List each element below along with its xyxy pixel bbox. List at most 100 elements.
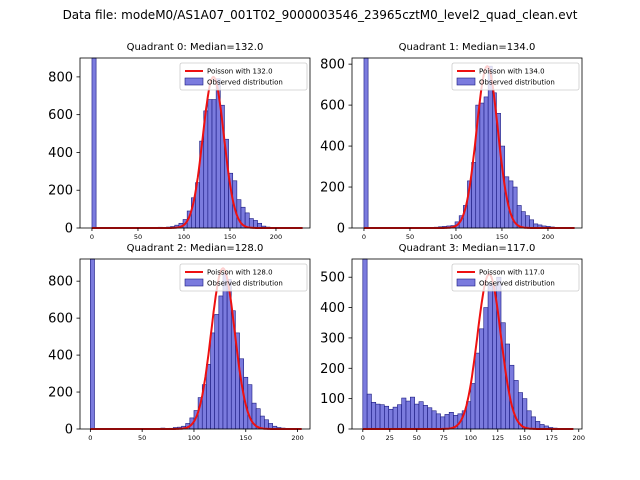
y-tick-label: 100: [320, 392, 345, 407]
legend-label-poisson: Poisson with 128.0: [207, 269, 273, 277]
y-tick-label: 0: [337, 222, 345, 237]
x-tick-label: 100: [188, 434, 200, 442]
histogram-bar: [214, 314, 220, 430]
histogram-bar: [397, 404, 402, 430]
histogram-bar: [418, 401, 424, 430]
x-tick-label: 0: [90, 233, 94, 241]
histogram-bar: [259, 415, 265, 430]
subplot-quadrant-1: Quadrant 1: Median=134.0 0 50 100 150 200 0 200…: [320, 42, 583, 241]
histogram-bar: [363, 57, 369, 229]
histogram-bar: [479, 328, 485, 430]
histogram-bar: [487, 282, 493, 430]
legend: Poisson with 134.0 Observed distribution: [451, 62, 580, 91]
x-tick-label: 50: [413, 434, 421, 442]
axes-frame: [351, 57, 583, 229]
x-tick-label: 150: [519, 434, 531, 442]
histogram-bar: [414, 403, 420, 430]
histogram-bar: [375, 403, 381, 430]
axes-frame: [351, 258, 583, 430]
legend-label-observed: Observed distribution: [207, 79, 283, 87]
y-tick-label: 600: [320, 99, 345, 114]
histogram-bar: [448, 412, 454, 430]
histogram-bar: [210, 332, 215, 430]
histogram-bar: [492, 286, 497, 430]
histogram-bar: [522, 398, 528, 430]
x-tick-label: 200: [573, 434, 585, 442]
x-tick-label: 200: [542, 233, 554, 241]
histogram-bar: [525, 215, 530, 229]
histogram-bar: [379, 404, 385, 430]
y-tick-label: 400: [320, 301, 345, 316]
histogram-bar: [392, 406, 398, 430]
x-tick-label: 0: [361, 434, 365, 442]
chart-title: Quadrant 0: Median=132.0: [127, 42, 264, 53]
subplot-quadrant-0: Quadrant 0: Median=132.0 0 50 100 150 200 0 200…: [48, 42, 311, 241]
legend: Poisson with 132.0 Observed distribution: [179, 62, 308, 91]
x-tick-label: 0: [88, 434, 92, 442]
axes-frame: [79, 258, 311, 430]
chart-title: Quadrant 2: Median=128.0: [127, 243, 264, 254]
legend-label-observed: Observed distribution: [479, 79, 555, 87]
y-tick-label: 200: [320, 181, 345, 196]
histogram-bar: [90, 258, 95, 430]
legend-bar-swatch: [456, 278, 476, 287]
x-tick-label: 150: [496, 233, 508, 241]
x-tick-label: 150: [240, 434, 252, 442]
x-tick-label: 0: [362, 233, 366, 241]
subplot-quadrant-2: Quadrant 2: Median=128.0 0 50 100 150 200 0 200…: [48, 243, 311, 442]
y-tick-label: 600: [48, 108, 73, 123]
histogram-bar: [366, 393, 372, 430]
histogram-bar: [508, 180, 514, 229]
x-tick-label: 100: [178, 233, 190, 241]
histogram-bar: [207, 99, 213, 229]
legend-bar-swatch: [456, 77, 476, 86]
histogram-bar: [440, 416, 446, 430]
legend-box: [451, 62, 580, 91]
x-tick-label: 200: [291, 434, 303, 442]
histogram-bar: [222, 273, 228, 430]
legend-bar-swatch: [184, 77, 204, 86]
legend-label-observed: Observed distribution: [479, 280, 555, 288]
histogram-bar: [388, 408, 394, 430]
histogram-bar: [444, 414, 450, 430]
x-tick-label: 150: [224, 233, 236, 241]
histogram-bar: [422, 405, 428, 430]
chart-title: Quadrant 3: Median=117.0: [399, 243, 536, 254]
x-tick-label: 50: [406, 233, 414, 241]
x-tick-label: 125: [492, 434, 504, 442]
x-tick-label: 175: [546, 434, 558, 442]
legend: Poisson with 117.0 Observed distribution: [451, 263, 580, 292]
histogram-bar: [431, 410, 437, 430]
histogram-bar: [483, 307, 489, 430]
histogram-bar: [405, 400, 411, 430]
legend-box: [179, 62, 308, 91]
histogram-bar: [253, 220, 258, 229]
histogram-bar: [483, 96, 489, 229]
y-tick-label: 200: [48, 184, 73, 199]
x-tick-label: 100: [450, 233, 462, 241]
histogram-bar: [211, 99, 217, 229]
y-tick-label: 800: [48, 70, 73, 85]
histogram-bar: [474, 352, 480, 430]
histogram-bar: [529, 219, 534, 229]
legend-label-poisson: Poisson with 117.0: [479, 269, 545, 277]
poisson-curve: [90, 266, 302, 430]
y-tick-label: 400: [48, 146, 73, 161]
y-tick-label: 600: [48, 312, 73, 327]
y-tick-label: 200: [320, 362, 345, 377]
histogram-bar: [401, 397, 407, 430]
histogram-bar: [91, 57, 97, 229]
chart-title: Quadrant 1: Median=134.0: [399, 42, 536, 53]
histogram-bar: [535, 421, 541, 430]
x-tick-label: 100: [465, 434, 477, 442]
histogram-bar: [435, 413, 441, 430]
axes-frame: [79, 57, 311, 229]
histogram-bar: [427, 407, 433, 430]
histogram-bar: [410, 396, 415, 430]
histogram-bar: [479, 102, 485, 229]
y-tick-label: 300: [320, 331, 345, 346]
histogram-bar: [371, 401, 377, 430]
legend-label-observed: Observed distribution: [207, 280, 283, 288]
histogram-bar: [264, 419, 269, 430]
